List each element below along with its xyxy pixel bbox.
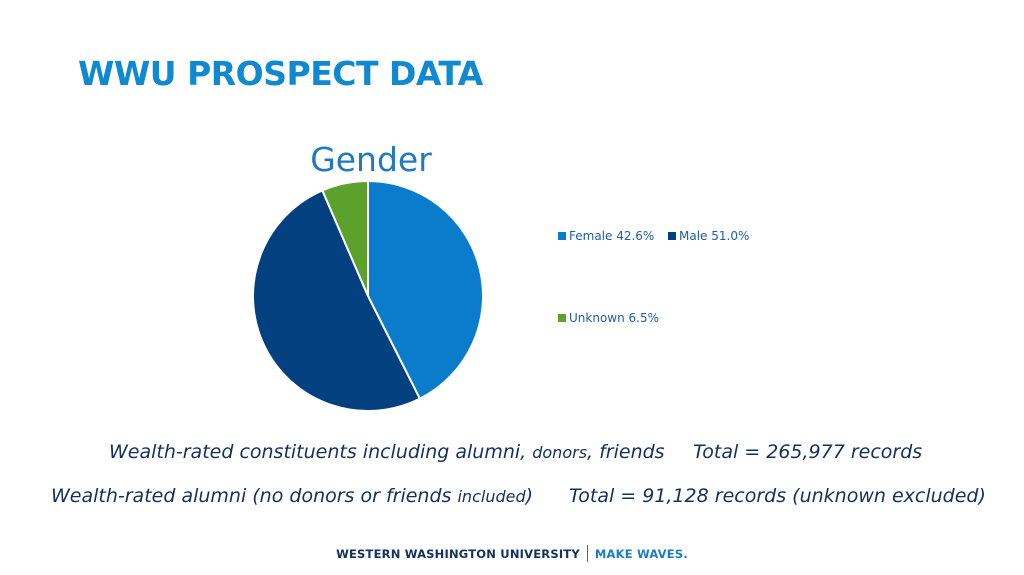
caption-constituents-donors: donors [532, 443, 588, 462]
caption-alumni-end: ) [525, 485, 534, 507]
legend-label-female: Female 42.6% [569, 229, 655, 243]
legend-swatch-unknown [558, 314, 566, 322]
footer-university-name: WESTERN WASHINGTON UNIVERSITY [336, 546, 580, 561]
caption-constituents-total: Total = 265,977 records [693, 441, 923, 463]
caption-constituents-main: Wealth-rated constituents including alum… [109, 441, 533, 463]
caption-alumni-included: included [457, 487, 526, 506]
legend-label-unknown: Unknown 6.5% [569, 311, 660, 325]
pie-slice-female [367, 180, 484, 400]
caption-constituents-end: , friends [587, 441, 665, 463]
pie-chart [252, 180, 484, 412]
legend-item-male: Male 51.0% [668, 229, 749, 243]
caption-alumni-total: Total = 91,128 records (unknown excluded… [569, 485, 986, 507]
footer: WESTERN WASHINGTON UNIVERSITY MAKE WAVES… [0, 545, 1024, 562]
slide-title: WWU PROSPECT DATA [78, 54, 483, 93]
pie-slice-unknown [321, 180, 369, 297]
caption-alumni-main: Wealth-rated alumni (no donors or friend… [51, 485, 458, 507]
footer-tagline: MAKE WAVES. [594, 546, 688, 561]
legend-swatch-female [558, 232, 566, 240]
caption-constituents: Wealth-rated constituents including alum… [109, 441, 665, 463]
caption-alumni: Wealth-rated alumni (no donors or friend… [51, 485, 533, 507]
legend-item-unknown: Unknown 6.5% [558, 311, 659, 325]
legend-item-female: Female 42.6% [558, 229, 654, 243]
pie-slice-male [252, 189, 421, 412]
footer-divider [586, 545, 588, 562]
chart-title: Gender [310, 140, 432, 179]
legend-label-male: Male 51.0% [679, 229, 750, 243]
legend-swatch-male [668, 232, 676, 240]
